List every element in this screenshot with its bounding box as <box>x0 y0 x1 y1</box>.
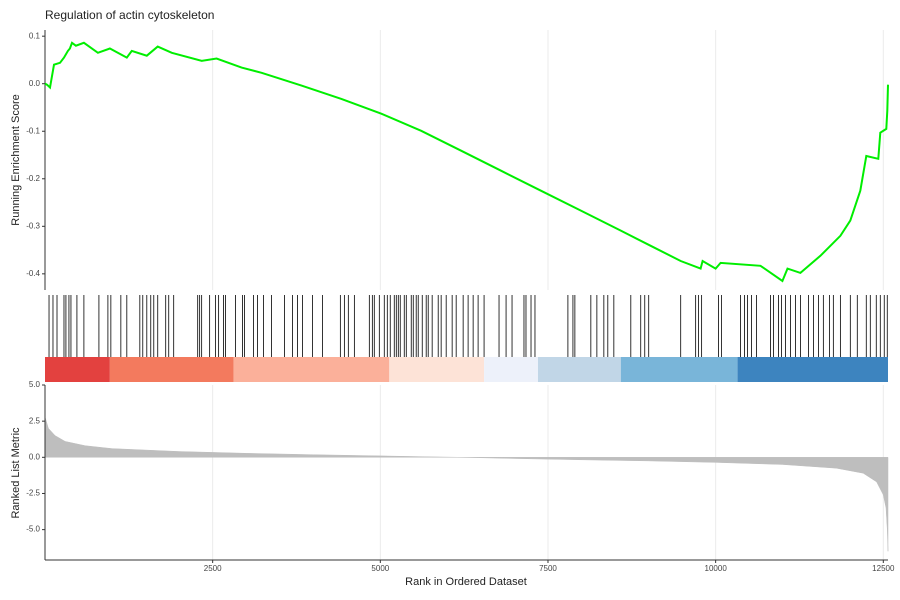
x-tick-label: 2500 <box>204 564 222 573</box>
chart-title: Regulation of actin cytoskeleton <box>45 8 214 22</box>
y-tick-label: -0.2 <box>26 174 40 183</box>
y-tick-label: -2.5 <box>26 489 40 498</box>
color-band <box>737 357 888 382</box>
x-tick-label: 10000 <box>705 564 728 573</box>
x-tick-label: 5000 <box>371 564 389 573</box>
y-tick-label: -5.0 <box>26 525 40 534</box>
ranked-metric-area <box>44 416 889 552</box>
color-band <box>109 357 234 382</box>
x-tick-label: 7500 <box>539 564 557 573</box>
y-tick-label: 0.1 <box>29 31 41 40</box>
color-band <box>620 357 738 382</box>
color-band <box>537 357 621 382</box>
y-tick-label: -0.1 <box>26 126 40 135</box>
y-tick-label: 2.5 <box>29 416 41 425</box>
y-tick-label: -0.3 <box>26 221 40 230</box>
color-band <box>484 357 538 382</box>
color-band <box>389 357 485 382</box>
x-tick-label: 12500 <box>872 564 895 573</box>
y-axis-label: Ranked List Metric <box>10 427 22 519</box>
y-tick-label: -0.4 <box>26 269 40 278</box>
x-axis-label: Rank in Ordered Dataset <box>405 576 527 588</box>
y-tick-label: 0.0 <box>29 452 41 461</box>
y-tick-label: 0.0 <box>29 79 41 88</box>
color-band <box>233 357 390 382</box>
running-es-line <box>44 41 889 283</box>
color-band <box>45 357 110 382</box>
y-axis-label: Running Enrichment Score <box>10 94 22 225</box>
y-tick-label: 5.0 <box>29 380 41 389</box>
